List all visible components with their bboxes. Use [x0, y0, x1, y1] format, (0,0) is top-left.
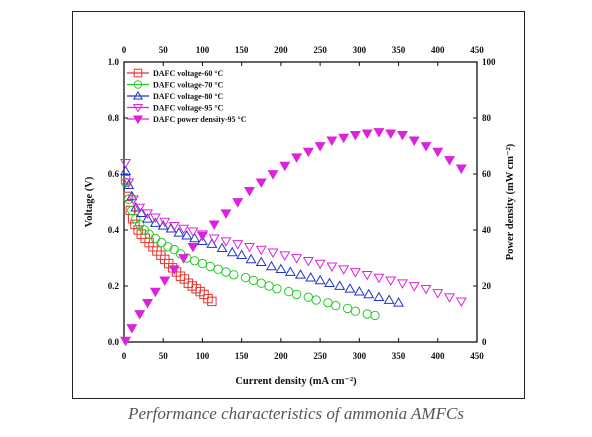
figure-frame [72, 11, 525, 399]
figure-caption: Performance characteristics of ammonia A… [0, 404, 592, 424]
